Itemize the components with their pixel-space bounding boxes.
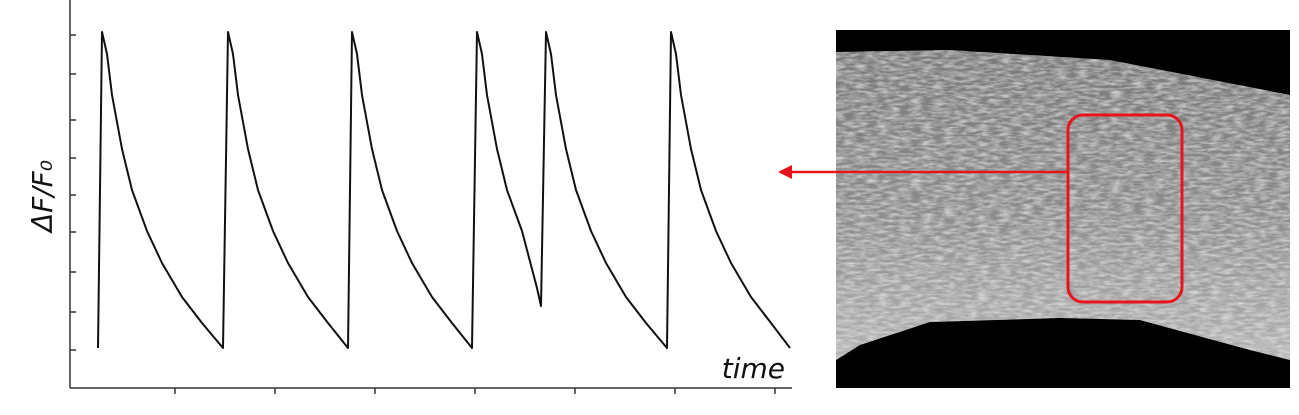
cell xyxy=(836,50,1290,360)
x-axis-label: time xyxy=(722,352,785,385)
trace xyxy=(97,31,791,349)
region-of-interest xyxy=(1066,113,1184,304)
micrograph xyxy=(836,30,1290,388)
axes xyxy=(69,0,792,394)
arrow-head xyxy=(778,165,792,179)
axis-ticks xyxy=(70,34,776,394)
y-axis-label: ΔF/F₀ xyxy=(26,160,59,234)
